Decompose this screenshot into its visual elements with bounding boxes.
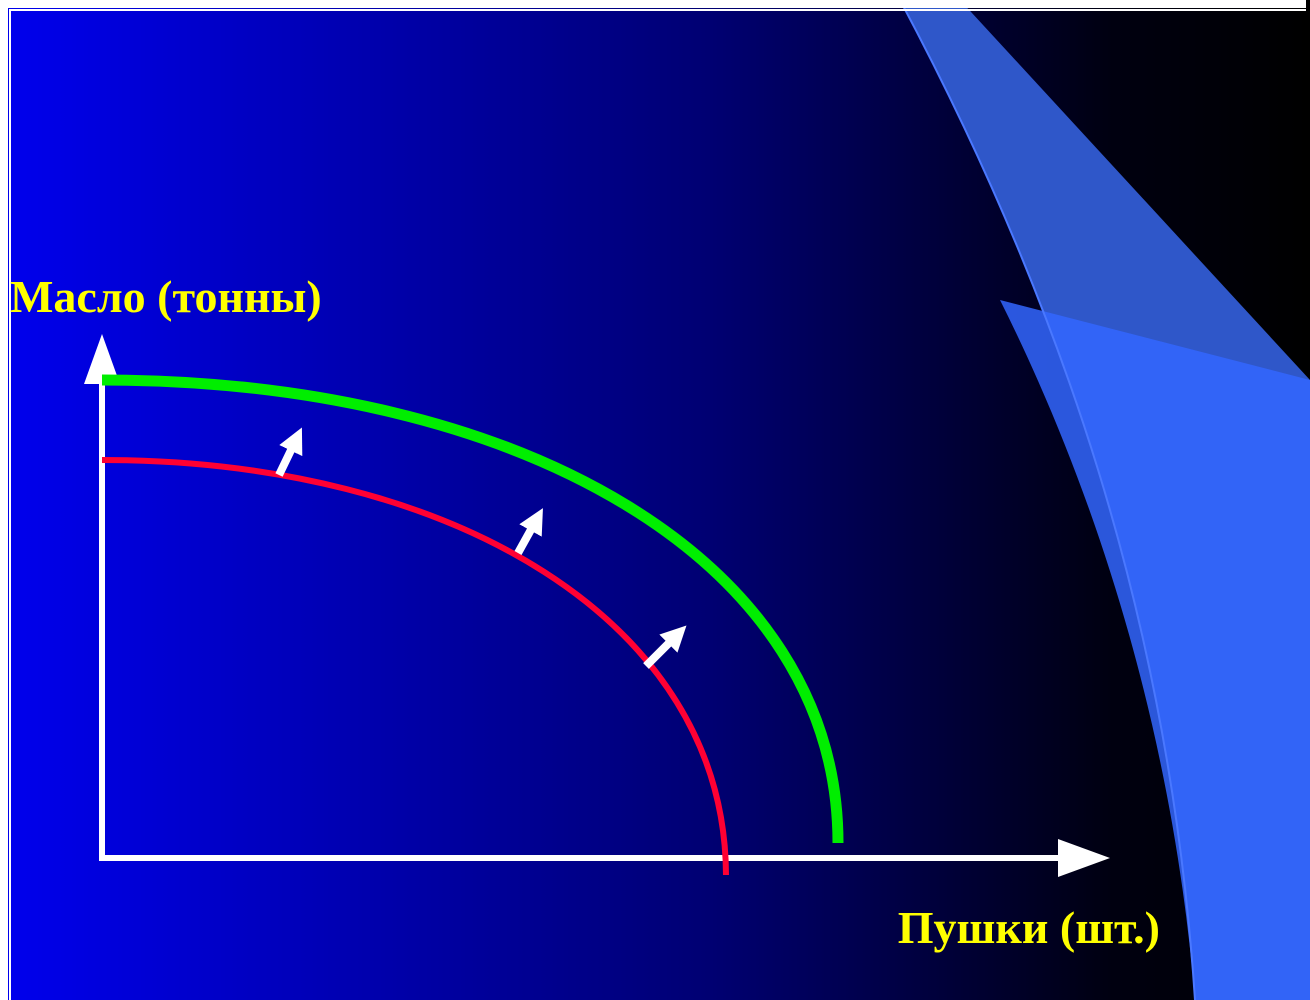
shifted-ppf-curve [101,374,844,844]
y-axis-label: Масло (тонны) [10,271,322,322]
decor-band-edge [899,0,1196,1000]
shift-arrow [514,508,543,555]
slide-frame-inner [9,9,1306,1000]
x-axis-arrowhead [1058,839,1110,877]
y-axis-arrowhead [84,334,120,384]
x-axis-label: Пушки (шт.) [898,902,1160,953]
shift-arrow [275,427,303,477]
decor-band-bright [1000,300,1310,1000]
shift-arrows [275,427,687,669]
shift-arrow [643,625,687,669]
original-ppf-curve [101,457,729,876]
